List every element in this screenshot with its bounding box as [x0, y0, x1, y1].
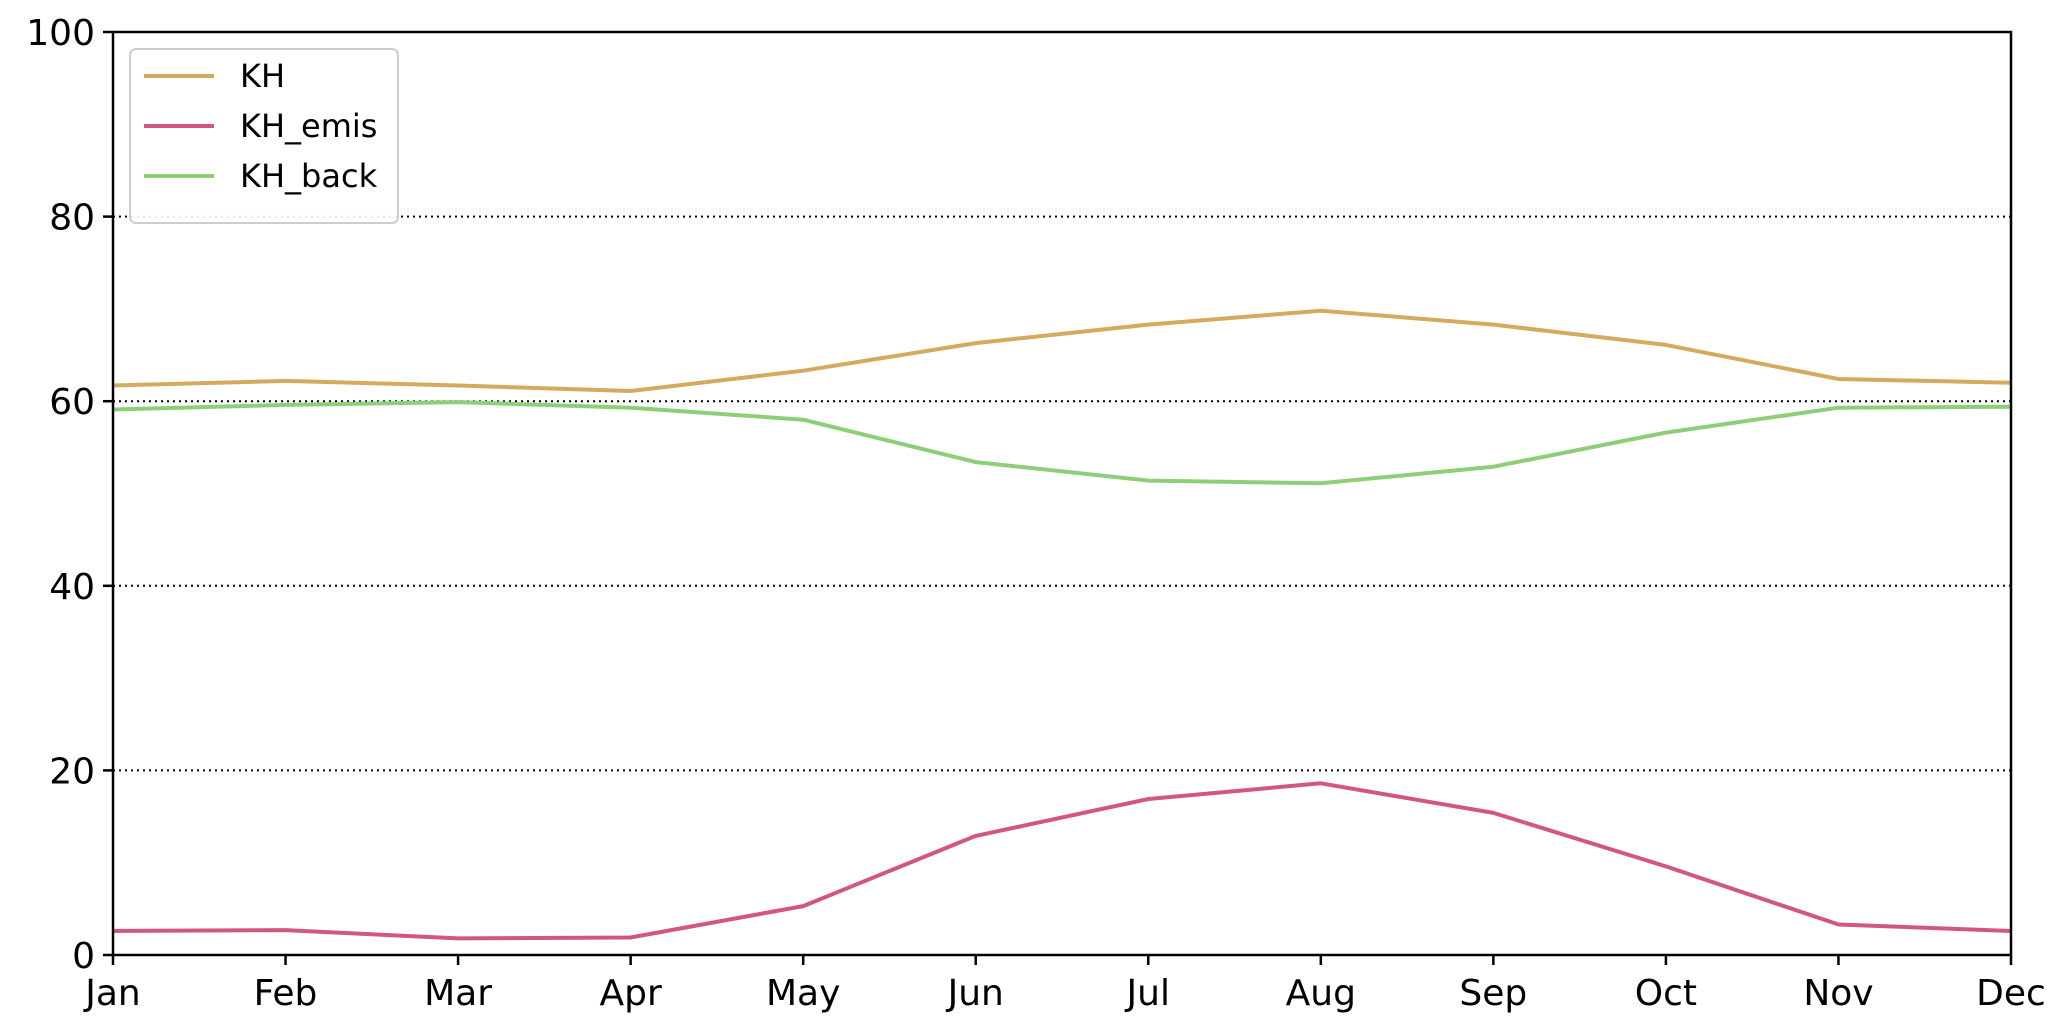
- y-tick-label: 20: [49, 751, 95, 792]
- y-tick-label: 80: [49, 198, 95, 239]
- legend-label: KH_emis: [240, 107, 377, 145]
- x-tick-label: Dec: [1976, 973, 2046, 1014]
- x-tick-label: Jun: [946, 973, 1004, 1014]
- x-tick-label: Feb: [254, 973, 318, 1014]
- y-tick-label: 60: [49, 382, 95, 423]
- series-line-kh-back: [112, 400, 2012, 486]
- legend-label: KH_back: [240, 157, 378, 195]
- y-axis: 0 20 40 60 80 100: [26, 13, 113, 977]
- y-tick-label: 40: [49, 567, 95, 608]
- x-tick-label: Jan: [83, 973, 141, 1014]
- x-tick-label: Nov: [1803, 973, 1873, 1014]
- gridlines: [113, 215, 2011, 772]
- y-tick-label: 100: [26, 13, 95, 54]
- x-tick-label: Jul: [1125, 973, 1170, 1014]
- y-tick-label: 0: [72, 936, 95, 977]
- series-line-kh: [112, 308, 2012, 393]
- x-tick-label: May: [766, 973, 840, 1014]
- series-line-kh-emis: [112, 781, 2012, 941]
- legend: KH KH_emis KH_back: [129, 48, 399, 224]
- x-axis: Jan Feb Mar Apr May Jun Jul Aug Sep Oct Nov Dec: [83, 955, 2046, 1014]
- legend-label: KH: [240, 57, 285, 95]
- x-tick-label: Mar: [424, 973, 492, 1014]
- x-tick-label: Aug: [1286, 973, 1356, 1014]
- plot-area-frame: [111, 30, 2013, 957]
- series-lines: [112, 308, 2012, 941]
- x-tick-label: Apr: [599, 973, 661, 1014]
- x-tick-label: Oct: [1635, 973, 1697, 1014]
- legend-box: [129, 48, 399, 224]
- x-tick-label: Sep: [1459, 973, 1527, 1014]
